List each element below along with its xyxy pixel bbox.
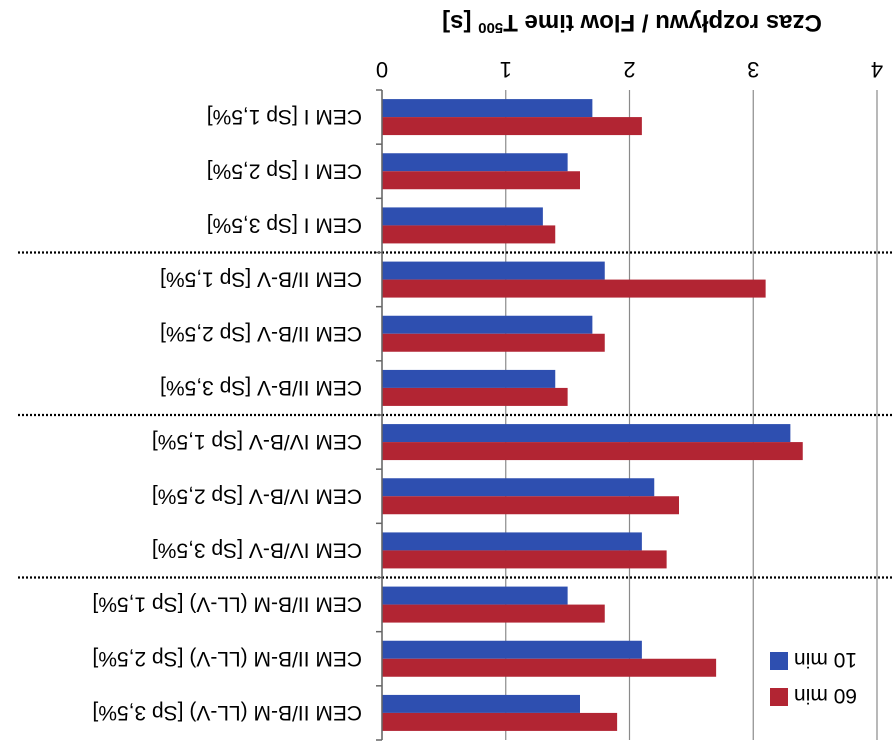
category-label: CEM I [Sp 1,5%] xyxy=(207,105,362,128)
x-axis-title-main: Czas rozpływu / Flow time T xyxy=(503,9,822,36)
category-label: CEM IV/B-V [Sp 3,5%] xyxy=(152,538,362,561)
bar-10min xyxy=(382,207,543,226)
group-separators xyxy=(17,251,892,579)
bar-10min xyxy=(382,424,791,443)
bar-10min xyxy=(382,369,556,388)
axes xyxy=(376,89,383,741)
x-axis-title-unit: [s] xyxy=(442,9,478,36)
category-label: CEM II/B-V [Sp 3,5%] xyxy=(160,376,362,399)
category-label: CEM II/B-M (LL-V) [Sp 2,5%] xyxy=(92,647,362,670)
x-tick-label: 1 xyxy=(500,57,512,82)
category-label: CEM IV/B-V [Sp 2,5%] xyxy=(152,484,362,507)
bar-10min xyxy=(382,478,655,497)
category-label: CEM II/B-V [Sp 2,5%] xyxy=(160,322,362,345)
category-label: CEM I [Sp 3,5%] xyxy=(207,213,362,236)
legend-swatch-10min xyxy=(770,652,788,670)
bars xyxy=(382,99,803,731)
bar-60min xyxy=(382,333,605,352)
bar-10min xyxy=(382,694,580,713)
bar-60min xyxy=(382,171,580,190)
bar-60min xyxy=(382,279,766,298)
bar-10min xyxy=(382,315,593,334)
bar-10min xyxy=(382,532,642,551)
bar-10min xyxy=(382,99,593,118)
bar-60min xyxy=(382,712,618,731)
bar-60min xyxy=(382,225,556,244)
labels: 0 1 2 3 4 CEM I [Sp 1,5%] CEM I [Sp 2,5%] CEM I… xyxy=(92,9,883,724)
bar-60min xyxy=(382,658,717,677)
x-axis-title: Czas rozpływu / Flow time T500 [s] xyxy=(442,9,822,37)
x-tick-label: 3 xyxy=(747,57,759,82)
bar-60min xyxy=(382,442,803,461)
x-tick-label: 4 xyxy=(871,57,883,82)
bar-60min xyxy=(382,550,667,569)
legend-label: 10 min xyxy=(794,648,857,671)
category-label: CEM II/B-V [Sp 1,5%] xyxy=(160,268,362,291)
bar-60min xyxy=(382,604,605,623)
bar-10min xyxy=(382,640,642,659)
bar-10min xyxy=(382,153,568,172)
bar-60min xyxy=(382,496,679,515)
bar-60min xyxy=(382,117,642,136)
category-label: CEM IV/B-V [Sp 1,5%] xyxy=(152,430,362,453)
bar-10min xyxy=(382,261,605,280)
x-tick-label: 2 xyxy=(623,57,635,82)
category-label: CEM II/B-M (LL-V) [Sp 3,5%] xyxy=(92,701,362,724)
x-tick-label: 0 xyxy=(376,57,388,82)
legend: 10 min 60 min xyxy=(770,648,857,707)
x-axis-title-superscript: 500 xyxy=(478,20,503,37)
bar-60min xyxy=(382,387,568,406)
legend-label: 60 min xyxy=(794,684,857,707)
legend-swatch-60min xyxy=(770,688,788,706)
category-label: CEM I [Sp 2,5%] xyxy=(207,159,362,182)
bar-10min xyxy=(382,586,568,605)
category-label: CEM II/B-M (LL-V) [Sp 1,5%] xyxy=(92,593,362,616)
